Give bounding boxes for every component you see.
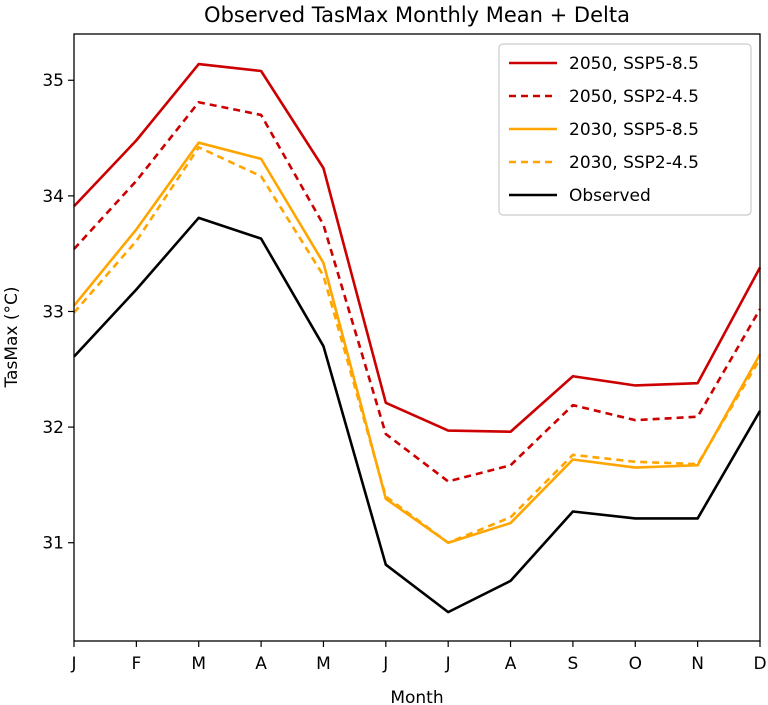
legend-box xyxy=(498,43,752,216)
x-tick-label: J xyxy=(382,654,388,674)
legend-label-1: 2050, SSP2-4.5 xyxy=(569,87,699,107)
series-line-0 xyxy=(73,62,762,434)
x-tick-label: F xyxy=(131,654,141,674)
legend-label-2: 2030, SSP5-8.5 xyxy=(569,120,699,140)
x-tick-label: O xyxy=(629,654,642,674)
x-tick-label: A xyxy=(255,654,267,674)
y-tick-label: 34 xyxy=(42,187,64,207)
legend-label-3: 2030, SSP2-4.5 xyxy=(569,153,699,173)
y-tick-label: 32 xyxy=(42,418,64,438)
legend: 2050, SSP5-8.5 2050, SSP2-4.5 2030, SSP5-8… xyxy=(498,43,752,216)
series-line-1 xyxy=(73,100,762,483)
x-tick-label: M xyxy=(316,654,331,674)
y-tick-label: 35 xyxy=(42,71,64,91)
x-tick-label: S xyxy=(568,654,579,674)
x-tick-label: A xyxy=(505,654,517,674)
y-tick-label: 33 xyxy=(42,302,64,322)
x-axis-label: Month xyxy=(390,688,443,705)
x-tick-label: J xyxy=(70,654,76,674)
legend-label-4: Observed xyxy=(569,186,651,206)
x-tick-label: M xyxy=(191,654,206,674)
chart-title: Observed TasMax Monthly Mean + Delta xyxy=(204,3,630,27)
series-line-3 xyxy=(73,146,762,545)
y-tick-label: 31 xyxy=(42,534,64,554)
y-axis-label: TasMax (°C) xyxy=(2,286,22,388)
x-tick-label: N xyxy=(691,654,704,674)
plot-lines xyxy=(72,62,762,614)
x-tick-label: J xyxy=(445,654,451,674)
y-axis: 31 32 33 34 35 xyxy=(42,71,74,554)
series-line-4 xyxy=(73,216,762,614)
x-tick-label: D xyxy=(753,654,766,674)
legend-label-0: 2050, SSP5-8.5 xyxy=(569,54,699,74)
plot-frame xyxy=(73,33,761,642)
